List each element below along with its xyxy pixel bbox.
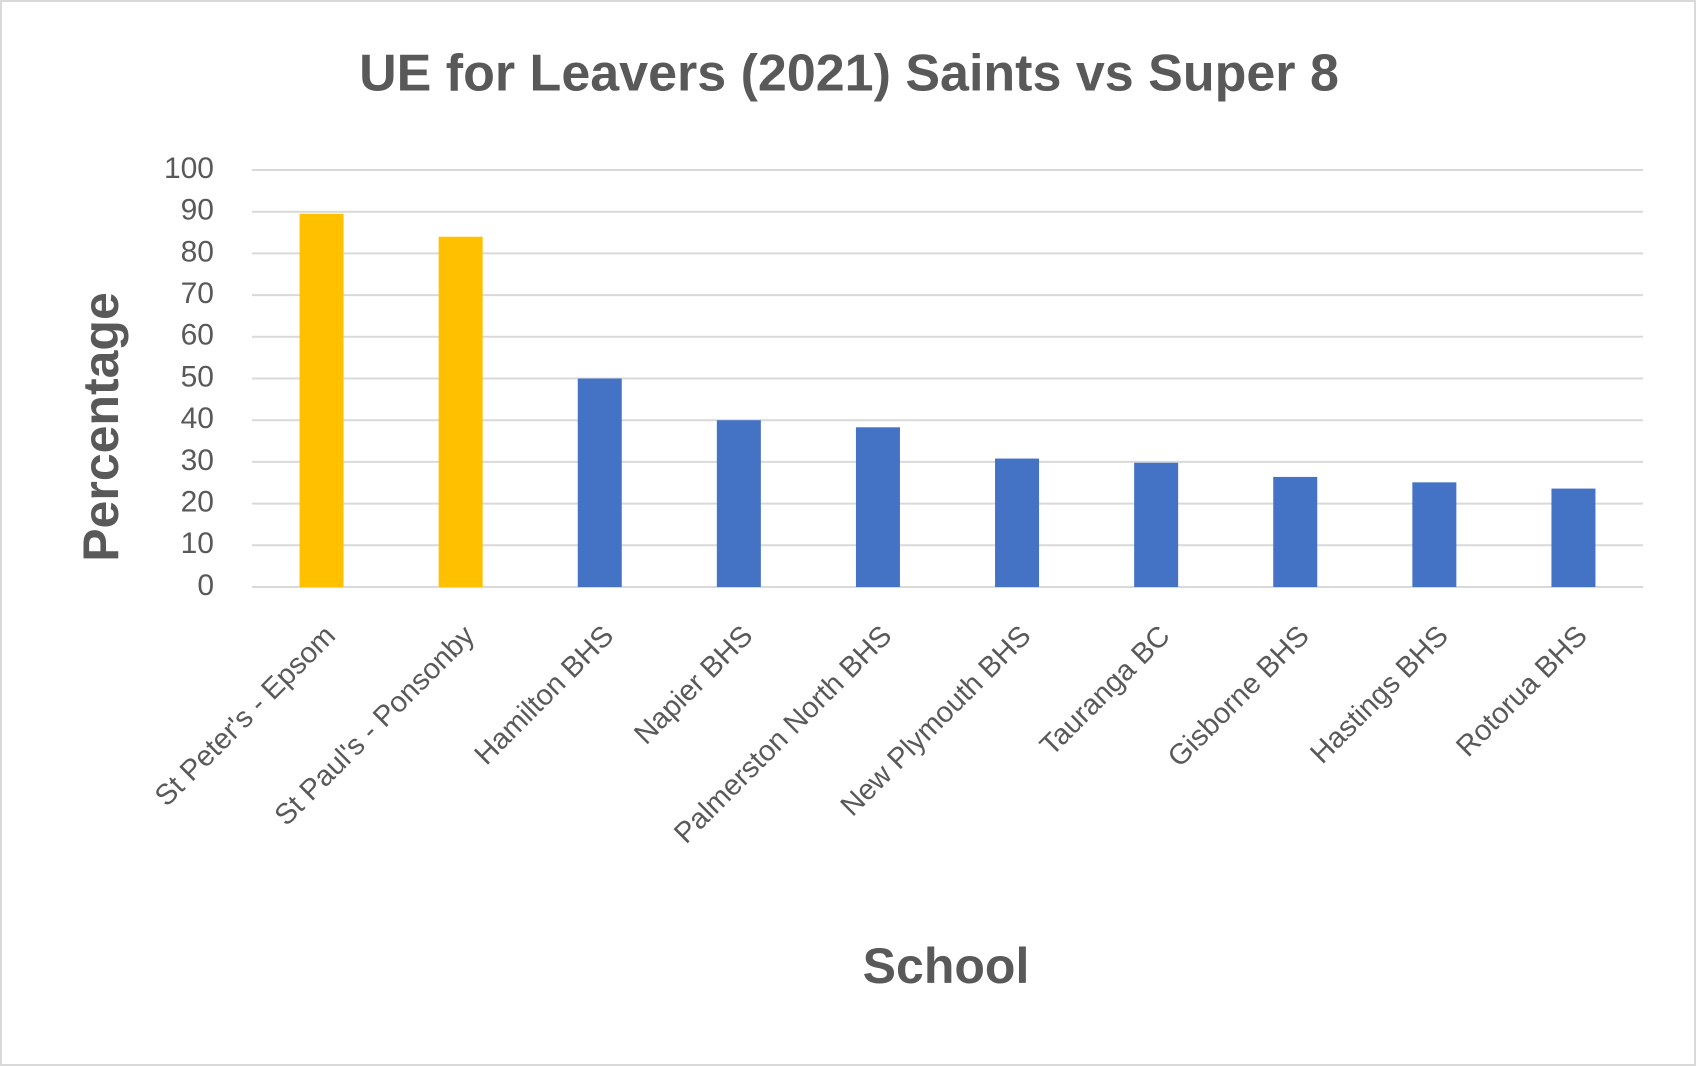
y-tick-label: 10 xyxy=(181,527,214,560)
chart-title: UE for Leavers (2021) Saints vs Super 8 xyxy=(359,45,1339,103)
y-tick-label: 70 xyxy=(181,277,214,310)
bar xyxy=(438,236,483,587)
y-axis-label: Percentage xyxy=(73,292,129,562)
bar xyxy=(995,458,1040,587)
y-tick-label: 100 xyxy=(164,152,214,185)
bar xyxy=(577,378,622,587)
bar xyxy=(716,420,761,587)
bar xyxy=(1412,482,1457,587)
y-tick-label: 0 xyxy=(197,569,214,602)
y-tick-label: 30 xyxy=(181,444,214,477)
y-tick-label: 50 xyxy=(181,360,214,393)
bar xyxy=(299,213,344,587)
y-tick-label: 20 xyxy=(181,486,214,519)
y-tick-label: 80 xyxy=(181,235,214,268)
x-axis-label: School xyxy=(863,938,1030,994)
bar xyxy=(855,427,900,587)
y-tick-label: 90 xyxy=(181,194,214,227)
bar xyxy=(1273,476,1318,587)
y-tick-label: 40 xyxy=(181,402,214,435)
y-tick-label: 60 xyxy=(181,319,214,352)
bar xyxy=(1134,462,1179,587)
bar xyxy=(1551,488,1596,587)
